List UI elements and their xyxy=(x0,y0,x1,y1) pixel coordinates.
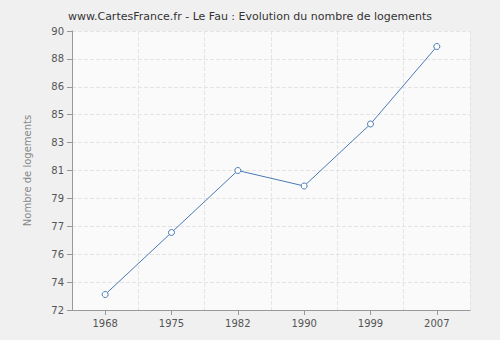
svg-text:77: 77 xyxy=(51,221,64,232)
svg-text:72: 72 xyxy=(51,305,64,316)
svg-text:Nombre de logements: Nombre de logements xyxy=(22,115,33,226)
svg-text:88: 88 xyxy=(51,53,64,64)
svg-text:1975: 1975 xyxy=(159,318,184,329)
svg-text:www.CartesFrance.fr - Le Fau :: www.CartesFrance.fr - Le Fau : Evolution… xyxy=(68,10,432,23)
svg-text:81: 81 xyxy=(51,165,64,176)
svg-text:74: 74 xyxy=(51,277,64,288)
svg-text:1990: 1990 xyxy=(291,318,316,329)
svg-text:1999: 1999 xyxy=(358,318,383,329)
svg-text:86: 86 xyxy=(51,81,64,92)
svg-text:1982: 1982 xyxy=(225,318,250,329)
svg-text:76: 76 xyxy=(51,249,64,260)
svg-text:2007: 2007 xyxy=(424,318,449,329)
svg-text:79: 79 xyxy=(51,193,64,204)
svg-text:85: 85 xyxy=(51,109,64,120)
svg-text:90: 90 xyxy=(51,26,64,37)
svg-text:83: 83 xyxy=(51,137,64,148)
svg-text:1968: 1968 xyxy=(92,318,117,329)
